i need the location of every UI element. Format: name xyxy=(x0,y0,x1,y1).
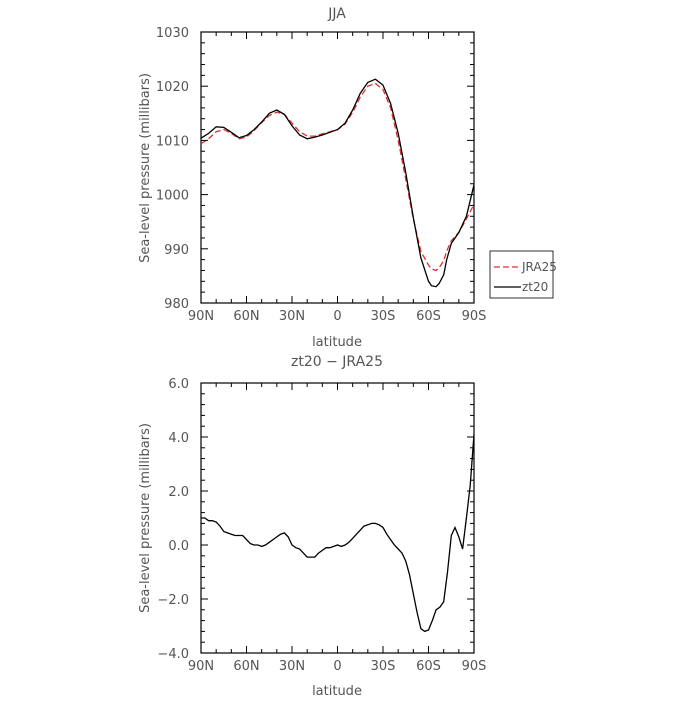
top-x-axis-ticks: 90N 60N 30N 0 30S 60S 90S xyxy=(188,32,487,324)
top-x-tick-label: 90S xyxy=(462,309,487,324)
top-plot-frame xyxy=(200,31,475,304)
bottom-chart-title: zt20 − JRA25 xyxy=(291,354,383,370)
top-x-tick-label: 30S xyxy=(371,309,396,324)
bottom-y-tick-label: 4.0 xyxy=(168,431,189,446)
legend-frame xyxy=(489,250,554,299)
top-y-tick-label: 1000 xyxy=(156,189,189,204)
bottom-x-tick-label: 30N xyxy=(279,659,305,674)
series-line-jra25 xyxy=(201,82,474,272)
top-x-tick-label: 60S xyxy=(416,309,441,324)
series-line-difference xyxy=(201,434,474,633)
top-y-tick-label: 1030 xyxy=(156,26,189,41)
bottom-y-axis-label: Sea-level pressure (millibars) xyxy=(138,423,153,613)
top-y-tick-label: 980 xyxy=(164,297,189,312)
bottom-plot-area xyxy=(201,434,474,633)
bottom-y-axis-ticks: −4.0 −2.0 0.0 2.0 4.0 6.0 xyxy=(157,377,474,662)
bottom-x-tick-label: 30S xyxy=(371,659,396,674)
legend-label-zt20: zt20 xyxy=(522,280,548,294)
top-legend: JRA25 zt20 xyxy=(489,250,557,299)
bottom-x-tick-label: 0 xyxy=(333,659,341,674)
panel-bottom-chart: zt20 − JRA25 90N 60N 30N 0 30S 60S 90S −4.0 −2.… xyxy=(138,354,486,699)
top-x-tick-label: 0 xyxy=(333,309,341,324)
top-y-axis-label: Sea-level pressure (millibars) xyxy=(138,73,153,263)
bottom-y-tick-label: −4.0 xyxy=(157,647,189,662)
series-line-zt20 xyxy=(201,78,474,288)
top-plot-area xyxy=(201,78,474,288)
bottom-x-axis-ticks: 90N 60N 30N 0 30S 60S 90S xyxy=(188,383,487,674)
bottom-x-tick-label: 60S xyxy=(416,659,441,674)
top-x-axis-label: latitude xyxy=(312,335,362,350)
top-y-tick-label: 1020 xyxy=(156,80,189,95)
bottom-x-tick-label: 90N xyxy=(188,659,214,674)
top-x-tick-label: 90N xyxy=(188,309,214,324)
top-x-tick-label: 60N xyxy=(233,309,259,324)
bottom-y-tick-label: 0.0 xyxy=(168,539,189,554)
bottom-x-tick-label: 60N xyxy=(233,659,259,674)
panel-top-chart: JJA 90N 60N 30N 0 30S 60S 90S 980 990 1000 1010 10… xyxy=(138,6,557,350)
bottom-x-axis-label: latitude xyxy=(312,684,362,699)
bottom-y-tick-label: 6.0 xyxy=(168,377,189,392)
bottom-y-tick-label: 2.0 xyxy=(168,485,189,500)
bottom-y-tick-label: −2.0 xyxy=(157,593,189,608)
bottom-plot-frame xyxy=(200,382,475,654)
bottom-x-tick-label: 90S xyxy=(462,659,487,674)
legend-label-jra25: JRA25 xyxy=(521,260,557,274)
top-x-tick-label: 30N xyxy=(279,309,305,324)
top-chart-title: JJA xyxy=(327,6,346,22)
top-y-tick-label: 1010 xyxy=(156,134,189,149)
top-y-tick-label: 990 xyxy=(164,243,189,258)
top-y-axis-ticks: 980 990 1000 1010 1020 1030 xyxy=(156,26,474,312)
